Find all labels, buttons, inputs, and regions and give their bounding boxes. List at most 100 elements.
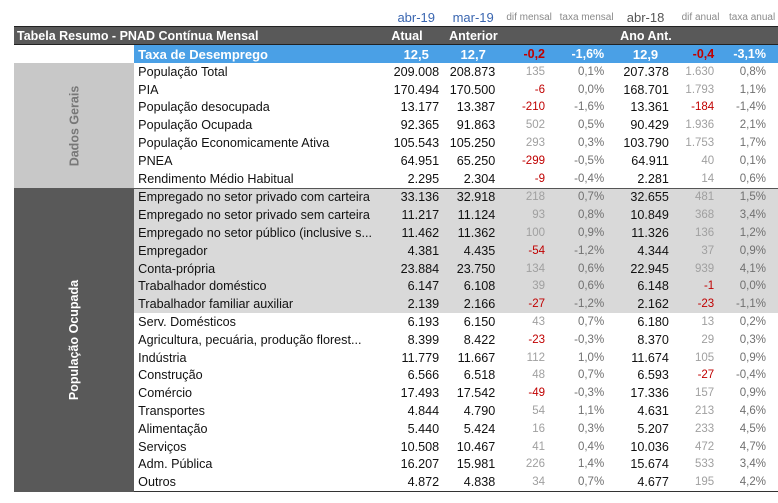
- cell-dif-anual: 13: [701, 316, 715, 329]
- row-label: Alimentação: [138, 421, 208, 436]
- cell-anterior: 32.918: [445, 188, 502, 207]
- cell-taxa-mensal: 0,5%: [577, 119, 605, 132]
- cell-anterior: 2.166: [445, 295, 502, 314]
- cell-ano-ant: 4.677: [616, 473, 675, 493]
- cell-dif-anual: 136: [674, 224, 727, 242]
- cell-dif-mensal: -210: [521, 101, 545, 114]
- cell-atual: 6.147: [387, 277, 446, 296]
- header-abr19: abr-19: [397, 9, 436, 25]
- cell-dif-anual: 29: [701, 333, 715, 346]
- cell-dif-mensal: 54: [532, 405, 545, 418]
- header-mar19: mar-19: [452, 9, 494, 25]
- row-label: Empregador: [134, 241, 388, 260]
- cell-taxa-anual: -0,4%: [735, 369, 766, 382]
- cell-dif-mensal: 93: [501, 206, 557, 225]
- cell-taxa-anual: 1,2%: [726, 224, 778, 242]
- cell-taxa-mensal: 0,6%: [557, 277, 617, 296]
- cell-anterior: 17.542: [456, 386, 496, 401]
- cell-atual: 11.217: [387, 206, 446, 225]
- cell-dif-mensal: 502: [525, 119, 545, 132]
- populacao-ocupada-label-text: População Ocupada: [67, 279, 82, 400]
- cell-anterior: 13.387: [456, 100, 496, 115]
- cell-anterior: 6.108: [445, 277, 502, 296]
- cell-taxa-anual: 1,5%: [726, 188, 778, 207]
- cell-anterior: 105.250: [449, 136, 496, 151]
- cell-taxa-mensal: 1,4%: [577, 458, 605, 471]
- cell-dif-mensal: 112: [526, 351, 545, 364]
- cell-ano-ant: 5.207: [637, 421, 669, 436]
- cell-atual: 23.884: [387, 259, 446, 278]
- table-row: Alimentação 5.440 5.424 16 0,3% 5.207 233 4,5%: [14, 420, 778, 438]
- cell-dif-mensal: 135: [525, 65, 545, 78]
- row-label: Transportes: [138, 404, 205, 419]
- table-row: Outros 4.872 4.838 34 0,7% 4.677 195 4,2%: [14, 473, 778, 493]
- cell-anterior: 10.467: [456, 439, 496, 454]
- populacao-ocupada-group-label: População Ocupada: [14, 188, 135, 492]
- cell-ano-ant: 103.790: [623, 136, 669, 151]
- table-row: Empregado no setor privado sem carteira 1…: [14, 206, 778, 225]
- cell-taxa-anual: 2,1%: [739, 119, 766, 132]
- cell-dif-anual: -184: [691, 101, 715, 114]
- row-label: Trabalhador familiar auxiliar: [134, 295, 388, 314]
- cell-taxa-mensal: 0,6%: [557, 259, 617, 278]
- cell-atual: 64.951: [400, 153, 440, 168]
- cell-dif-mensal: 218: [501, 188, 557, 207]
- cell-atual: 10.508: [400, 439, 440, 454]
- cell-ano-ant: 4.631: [637, 404, 669, 419]
- cell-anterior: 4.790: [463, 404, 496, 419]
- table-row: População desocupada 13.177 13.387 -210 -1,6…: [14, 99, 778, 117]
- cell-taxa-anual: 0,1%: [739, 154, 766, 167]
- cell-ano-ant: 207.378: [623, 64, 669, 79]
- cell-ano-ant: 64.911: [631, 153, 669, 168]
- cell-ano-ant: 11.674: [631, 350, 669, 365]
- cell-taxa-mensal: 0,7%: [557, 473, 617, 493]
- cell-dif-mensal: 226: [525, 458, 545, 471]
- table-row: Trabalhador familiar auxiliar 2.139 2.166-…: [14, 295, 778, 314]
- cell-atual: 4.844: [407, 404, 440, 419]
- table-row: Serviços 10.508 10.467 41 0,4% 10.036 472 4,7%: [14, 438, 778, 456]
- cell-dif-anual: 105: [695, 351, 715, 364]
- cell-anterior: 11.124: [445, 206, 502, 225]
- table-row: Dados Gerais População Total 209.008 208.87…: [14, 63, 778, 189]
- cell-ano-ant: 2.281: [616, 169, 675, 189]
- cell-dif-anual: 1.936: [685, 119, 715, 132]
- row-label: População Economicamente Ativa: [138, 136, 330, 151]
- cell-taxa-anual: -1,1%: [726, 295, 778, 314]
- cell-taxa-mensal: 0,9%: [557, 224, 617, 242]
- cell-anterior: 15.981: [456, 457, 496, 472]
- cell-taxa-anual: 4,5%: [739, 422, 766, 435]
- header-taxa-mensal: taxa mensal: [559, 11, 614, 23]
- cell-anterior: 6.518: [463, 368, 496, 383]
- cell-taxa-anual: 0,2%: [739, 316, 766, 329]
- cell-taxa-mensal: -1,2%: [557, 295, 617, 314]
- cell-atual: 4.381: [387, 241, 446, 260]
- cell-atual: 11.462: [387, 224, 446, 242]
- cell-taxa-mensal: -1,2%: [557, 241, 617, 260]
- cell-dif-anual: -27: [697, 369, 715, 382]
- cell-ano-ant: 6.593: [637, 368, 669, 383]
- cell-dif-anual: 939: [674, 259, 727, 278]
- cell-taxa-anual: 4,6%: [739, 405, 766, 418]
- cell-taxa-anual: 1,7%: [739, 137, 766, 150]
- table-row: População Economicamente Ativa 105.543 105…: [14, 134, 778, 152]
- cell-taxa-mensal: 0,3%: [577, 422, 605, 435]
- cell-ano-ant: 2.162: [616, 295, 675, 314]
- cell-anterior: 5.424: [463, 421, 496, 436]
- dados-gerais-group-label: Dados Gerais: [14, 63, 135, 189]
- highlight-anterior: 12,7: [445, 44, 502, 63]
- cell-dif-anual: 14: [674, 169, 727, 189]
- cell-ano-ant: 6.180: [637, 315, 669, 330]
- table-row: PNEA 64.951 65.250 -299 -0,5% 64.911 40 0,1%: [14, 152, 778, 170]
- cell-dif-mensal: -54: [501, 241, 557, 260]
- row-label: Agricultura, pecuária, produção florest.…: [138, 332, 362, 347]
- table-row: Trabalhador doméstico 6.147 6.108 39 0,6% 6.1…: [14, 277, 778, 296]
- cell-atual: 2.295: [387, 169, 446, 189]
- cell-dif-mensal: -6: [534, 83, 545, 96]
- cell-taxa-anual: 3,4%: [726, 206, 778, 225]
- cell-anterior: 4.435: [445, 241, 502, 260]
- cell-taxa-anual: 0,3%: [739, 333, 766, 346]
- table-row: Rendimento Médio Habitual 2.295 2.304 -9 -0,…: [14, 169, 778, 189]
- cell-taxa-mensal: 0,3%: [577, 137, 605, 150]
- cell-atual: 16.207: [400, 457, 440, 472]
- cell-taxa-mensal: -0,4%: [557, 169, 617, 189]
